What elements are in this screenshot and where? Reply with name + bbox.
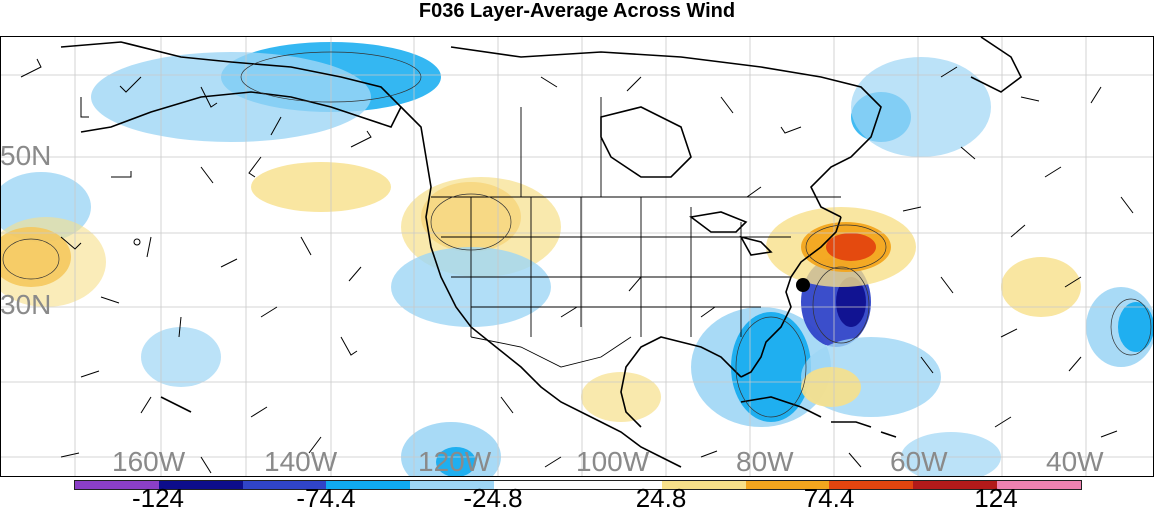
colorbar-segment <box>410 481 495 489</box>
shade-lightblue-farsouth <box>901 432 1001 476</box>
colorbar <box>74 480 1082 490</box>
map-panel <box>0 36 1154 477</box>
lon-label-120w: 120W <box>418 446 492 477</box>
shade-blue-south <box>436 447 476 476</box>
colorbar-label: 24.8 <box>635 483 687 513</box>
lon-label-100w: 100W <box>576 446 650 477</box>
colorbar-label: 74.4 <box>803 483 855 513</box>
shade-yellow-east <box>1001 257 1081 317</box>
shade-yellow-canada <box>251 162 391 212</box>
colorbar-segment <box>745 481 830 489</box>
colorbar-segment <box>326 481 411 489</box>
lon-label-60w: 60W <box>890 446 948 477</box>
storm-center-marker <box>796 278 810 292</box>
chart-title: F036 Layer-Average Across Wind <box>418 0 736 22</box>
contour-lines <box>2 51 1152 418</box>
colorbar-segment <box>75 481 159 489</box>
shade-blue-eastatl <box>1118 302 1153 352</box>
colorbar-segment <box>242 481 327 489</box>
lon-label-160w: 160W <box>112 446 186 477</box>
colorbar-segment <box>913 481 998 489</box>
lat-label-30n: 30N <box>0 289 52 320</box>
shade-lightblue-nw <box>91 52 371 142</box>
colorbar-label: -124 <box>131 483 185 513</box>
colorbar-segment <box>997 481 1081 489</box>
colorbar-label: -74.4 <box>296 483 356 513</box>
shade-yellow-south <box>581 372 661 422</box>
colorbar-segment <box>661 481 746 489</box>
shade-lightblue-labrador <box>851 57 991 157</box>
coastlines <box>60 37 1023 468</box>
small-open-marker <box>133 238 141 246</box>
colorbar-segment <box>494 481 578 489</box>
wind-barbs <box>20 58 1134 474</box>
shaded-contours <box>1 42 1153 476</box>
lon-label-140w: 140W <box>264 446 338 477</box>
shade-yellow-caribbean <box>801 367 861 407</box>
colorbar-segment <box>158 481 243 489</box>
shade-lightblue-midpac <box>141 327 221 387</box>
colorbar-segment <box>829 481 914 489</box>
colorbar-label: 124 <box>974 483 1018 513</box>
lat-label-50n: 50N <box>0 140 52 171</box>
shade-red-ne <box>826 233 876 261</box>
political-borders <box>431 97 841 368</box>
colorbar-label: -24.8 <box>463 483 523 513</box>
map-svg <box>1 37 1153 476</box>
lat-lon-grid <box>1 37 1153 476</box>
shade-blue-florida <box>731 312 811 422</box>
lon-label-80w: 80W <box>736 446 794 477</box>
shade-navy-core <box>836 277 866 327</box>
colorbar-segment <box>577 481 662 489</box>
lon-label-40w: 40W <box>1046 446 1104 477</box>
